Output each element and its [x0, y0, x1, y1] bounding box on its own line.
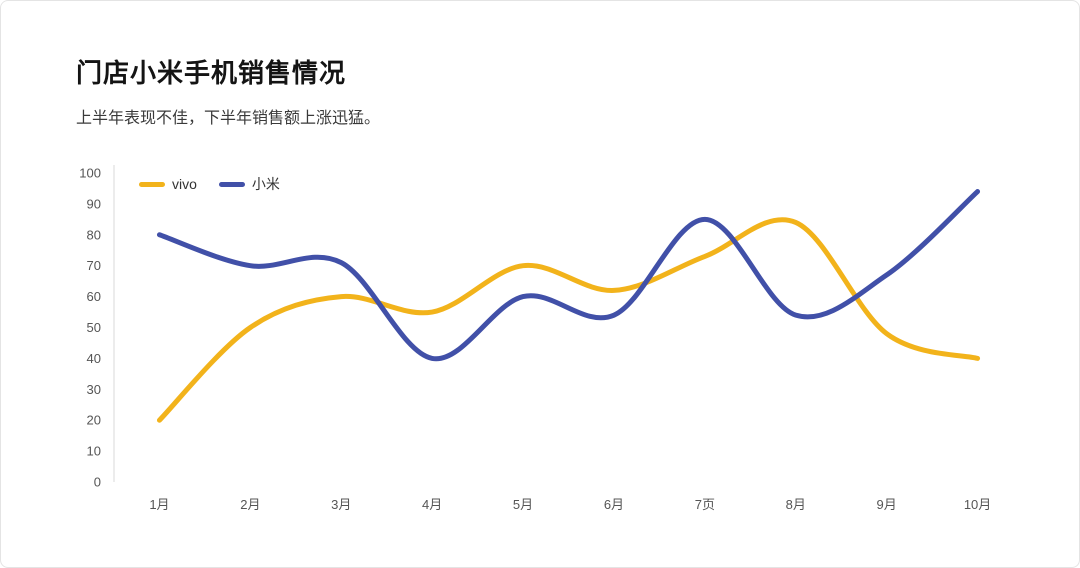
- y-tick-label: 20: [87, 413, 101, 428]
- x-tick-label: 4月: [422, 497, 442, 512]
- x-tick-label: 8月: [786, 497, 806, 512]
- legend-item-vivo[interactable]: vivo: [139, 176, 197, 192]
- x-tick-label: 1月: [149, 497, 169, 512]
- legend-label: vivo: [172, 176, 197, 192]
- x-tick-label: 2月: [240, 497, 260, 512]
- y-tick-label: 40: [87, 351, 101, 366]
- x-tick-label: 10月: [964, 497, 991, 512]
- chart-title: 门店小米手机销售情况: [76, 58, 347, 88]
- y-tick-label: 30: [87, 382, 101, 397]
- chart-subtitle: 上半年表现不佳，下半年销售额上涨迅猛。: [76, 110, 381, 127]
- x-tick-label: 6月: [604, 497, 624, 512]
- x-tick-label: 9月: [877, 497, 897, 512]
- y-tick-label: 70: [87, 258, 101, 273]
- y-tick-label: 10: [87, 444, 101, 459]
- y-tick-label: 60: [87, 289, 101, 304]
- x-tick-label: 5月: [513, 497, 533, 512]
- x-tick-label: 3月: [331, 497, 351, 512]
- legend-swatch: [139, 181, 165, 187]
- legend-swatch: [218, 181, 245, 187]
- series-line-vivo: [156, 217, 981, 423]
- series-line-小米: [156, 189, 981, 362]
- legend: vivo 小米: [139, 174, 280, 194]
- y-tick-label: 0: [94, 475, 101, 490]
- legend-item-小米[interactable]: 小米: [218, 174, 280, 194]
- y-tick-label: 90: [87, 196, 101, 211]
- x-tick-label: 7页: [695, 497, 715, 512]
- legend-label: 小米: [251, 176, 280, 192]
- y-tick-label: 50: [87, 320, 101, 335]
- y-tick-label: 80: [87, 227, 101, 242]
- y-tick-label: 100: [79, 166, 101, 181]
